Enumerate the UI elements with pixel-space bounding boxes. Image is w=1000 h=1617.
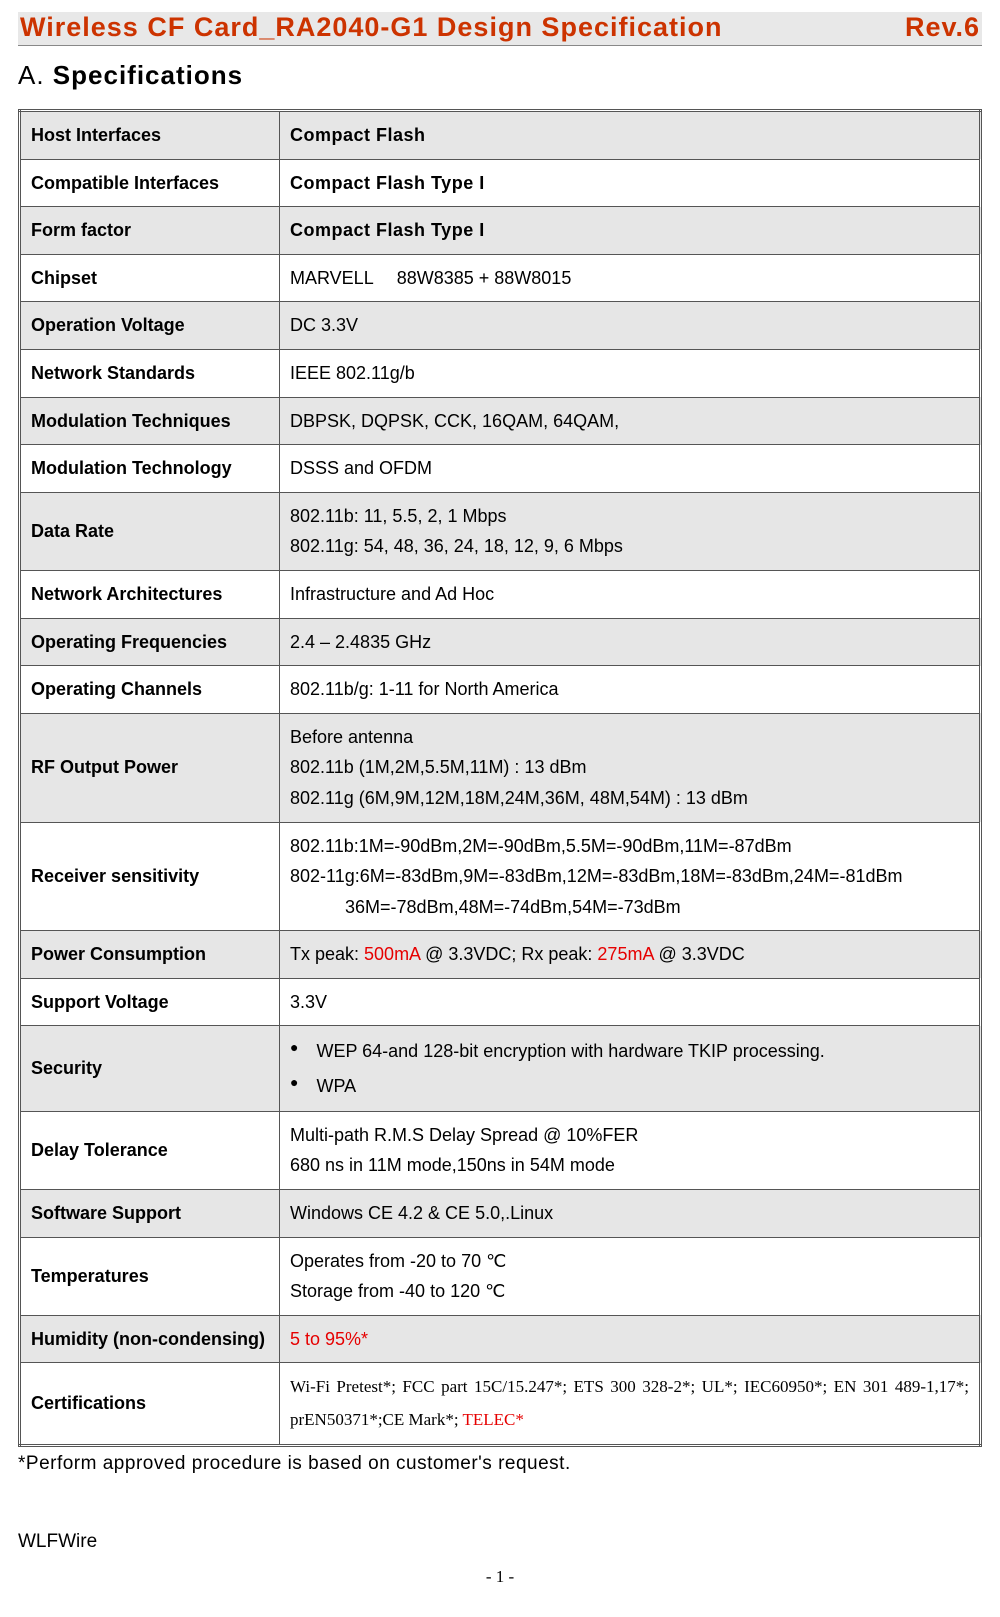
spec-key: Power Consumption: [20, 931, 280, 979]
spec-value: Tx peak: 500mA @ 3.3VDC; Rx peak: 275mA …: [280, 931, 981, 979]
spec-key: Data Rate: [20, 492, 280, 570]
spec-value: 802.11b/g: 1-11 for North America: [280, 666, 981, 714]
spec-key: RF Output Power: [20, 713, 280, 822]
footer-brand: WLFWire: [18, 1531, 982, 1553]
table-row: Network StandardsIEEE 802.11g/b: [20, 349, 981, 397]
spec-value: Infrastructure and Ad Hoc: [280, 570, 981, 618]
spec-value: 802.11b:1M=-90dBm,2M=-90dBm,5.5M=-90dBm,…: [280, 822, 981, 931]
title-bar: Wireless CF Card_RA2040-G1 Design Specif…: [18, 12, 982, 46]
spec-key: Host Interfaces: [20, 111, 280, 160]
spec-value: IEEE 802.11g/b: [280, 349, 981, 397]
spec-key: Delay Tolerance: [20, 1111, 280, 1189]
spec-value: ●WEP 64-and 128-bit encryption with hard…: [280, 1026, 981, 1111]
spec-value: DBPSK, DQPSK, CCK, 16QAM, 64QAM,: [280, 397, 981, 445]
spec-value: Wi-Fi Pretest*; FCC part 15C/15.247*; ET…: [280, 1363, 981, 1446]
spec-value: 5 to 95%*: [280, 1315, 981, 1363]
table-row: Host InterfacesCompact Flash: [20, 111, 981, 160]
page: Wireless CF Card_RA2040-G1 Design Specif…: [0, 0, 1000, 1617]
spec-key: Operating Frequencies: [20, 618, 280, 666]
spec-value: Compact Flash Type I: [280, 207, 981, 255]
spec-key: Operation Voltage: [20, 302, 280, 350]
spec-value: Before antenna802.11b (1M,2M,5.5M,11M) :…: [280, 713, 981, 822]
spec-value: 3.3V: [280, 978, 981, 1026]
table-row: Compatible InterfacesCompact Flash Type …: [20, 159, 981, 207]
spec-key: Network Architectures: [20, 570, 280, 618]
spec-key: Operating Channels: [20, 666, 280, 714]
table-row: Modulation TechnologyDSSS and OFDM: [20, 445, 981, 493]
table-row: Support Voltage3.3V: [20, 978, 981, 1026]
section-heading: A. Specifications: [18, 60, 982, 91]
spec-key: Modulation Techniques: [20, 397, 280, 445]
spec-value: Windows CE 4.2 & CE 5.0,.Linux: [280, 1190, 981, 1238]
section-label: Specifications: [53, 60, 243, 90]
spec-key: Security: [20, 1026, 280, 1111]
spec-value: MARVELL 88W8385 + 88W8015: [280, 254, 981, 302]
spec-value: Compact Flash: [280, 111, 981, 160]
spec-value: 2.4 – 2.4835 GHz: [280, 618, 981, 666]
spec-key: Software Support: [20, 1190, 280, 1238]
table-row: Power ConsumptionTx peak: 500mA @ 3.3VDC…: [20, 931, 981, 979]
spec-value: DC 3.3V: [280, 302, 981, 350]
table-row: Software SupportWindows CE 4.2 & CE 5.0,…: [20, 1190, 981, 1238]
table-row: Data Rate802.11b: 11, 5.5, 2, 1 Mbps802.…: [20, 492, 981, 570]
bullet-icon: ●: [290, 1069, 298, 1096]
spec-key: Support Voltage: [20, 978, 280, 1026]
spec-key: Temperatures: [20, 1237, 280, 1315]
table-row: Form factorCompact Flash Type I: [20, 207, 981, 255]
table-row: Operation VoltageDC 3.3V: [20, 302, 981, 350]
table-row: Receiver sensitivity802.11b:1M=-90dBm,2M…: [20, 822, 981, 931]
table-row: Network ArchitecturesInfrastructure and …: [20, 570, 981, 618]
table-row: RF Output PowerBefore antenna802.11b (1M…: [20, 713, 981, 822]
spec-value: Operates from -20 to 70 ℃Storage from -4…: [280, 1237, 981, 1315]
footnote: *Perform approved procedure is based on …: [18, 1453, 982, 1475]
spec-value: Compact Flash Type I: [280, 159, 981, 207]
bullet-icon: ●: [290, 1034, 298, 1061]
spec-key: Form factor: [20, 207, 280, 255]
spec-key: Humidity (non-condensing): [20, 1315, 280, 1363]
spec-value: Multi-path R.M.S Delay Spread @ 10%FER68…: [280, 1111, 981, 1189]
spec-key: Network Standards: [20, 349, 280, 397]
table-row: Operating Channels802.11b/g: 1-11 for No…: [20, 666, 981, 714]
table-row: CertificationsWi-Fi Pretest*; FCC part 1…: [20, 1363, 981, 1446]
page-number: - 1 -: [18, 1567, 982, 1587]
doc-title: Wireless CF Card_RA2040-G1 Design Specif…: [20, 12, 722, 43]
table-row: Operating Frequencies2.4 – 2.4835 GHz: [20, 618, 981, 666]
spec-value: DSSS and OFDM: [280, 445, 981, 493]
table-row: Humidity (non-condensing)5 to 95%*: [20, 1315, 981, 1363]
spec-key: Certifications: [20, 1363, 280, 1446]
table-row: Security●WEP 64-and 128-bit encryption w…: [20, 1026, 981, 1111]
spec-key: Compatible Interfaces: [20, 159, 280, 207]
spec-key: Modulation Technology: [20, 445, 280, 493]
table-row: Modulation TechniquesDBPSK, DQPSK, CCK, …: [20, 397, 981, 445]
table-row: Delay ToleranceMulti-path R.M.S Delay Sp…: [20, 1111, 981, 1189]
table-row: ChipsetMARVELL 88W8385 + 88W8015: [20, 254, 981, 302]
spec-value: 802.11b: 11, 5.5, 2, 1 Mbps802.11g: 54, …: [280, 492, 981, 570]
spec-key: Receiver sensitivity: [20, 822, 280, 931]
spec-table: Host InterfacesCompact FlashCompatible I…: [18, 109, 982, 1447]
section-prefix: A.: [18, 60, 53, 90]
table-row: TemperaturesOperates from -20 to 70 ℃Sto…: [20, 1237, 981, 1315]
doc-revision: Rev.6: [905, 12, 980, 43]
spec-key: Chipset: [20, 254, 280, 302]
